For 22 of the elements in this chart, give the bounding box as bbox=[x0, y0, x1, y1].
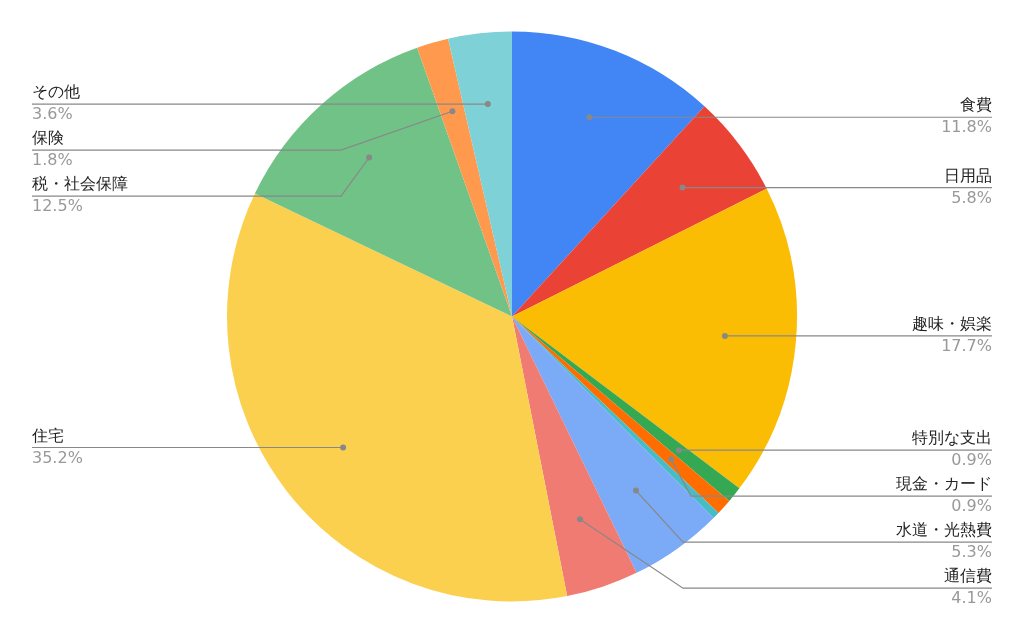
data-label: 4.1% bbox=[951, 588, 992, 608]
slice-label: 水道・光熱費 bbox=[896, 520, 992, 540]
slice-label: 保険 bbox=[32, 128, 64, 148]
data-label: 0.9% bbox=[951, 496, 992, 516]
slice-label: 通信費 bbox=[944, 566, 992, 586]
slice-label: 現金・カード bbox=[896, 474, 992, 494]
slice-label: 趣味・娯楽 bbox=[912, 314, 992, 334]
slice-label: 特別な支出 bbox=[912, 428, 992, 448]
data-label: 0.9% bbox=[951, 450, 992, 470]
data-label: 5.3% bbox=[951, 542, 992, 562]
slice-label: 食費 bbox=[960, 95, 992, 115]
slice-label: 日用品 bbox=[944, 165, 992, 185]
data-label: 17.7% bbox=[941, 336, 992, 356]
data-label: 5.8% bbox=[951, 187, 992, 207]
data-label: 11.8% bbox=[941, 117, 992, 137]
slice-label: 住宅 bbox=[31, 425, 64, 445]
data-label: 12.5% bbox=[32, 196, 83, 216]
data-label: 35.2% bbox=[32, 447, 83, 467]
slice-label: 税・社会保障 bbox=[32, 174, 128, 194]
slice-label: その他 bbox=[32, 82, 80, 102]
data-label: 3.6% bbox=[32, 104, 73, 124]
data-label: 1.8% bbox=[32, 150, 73, 170]
